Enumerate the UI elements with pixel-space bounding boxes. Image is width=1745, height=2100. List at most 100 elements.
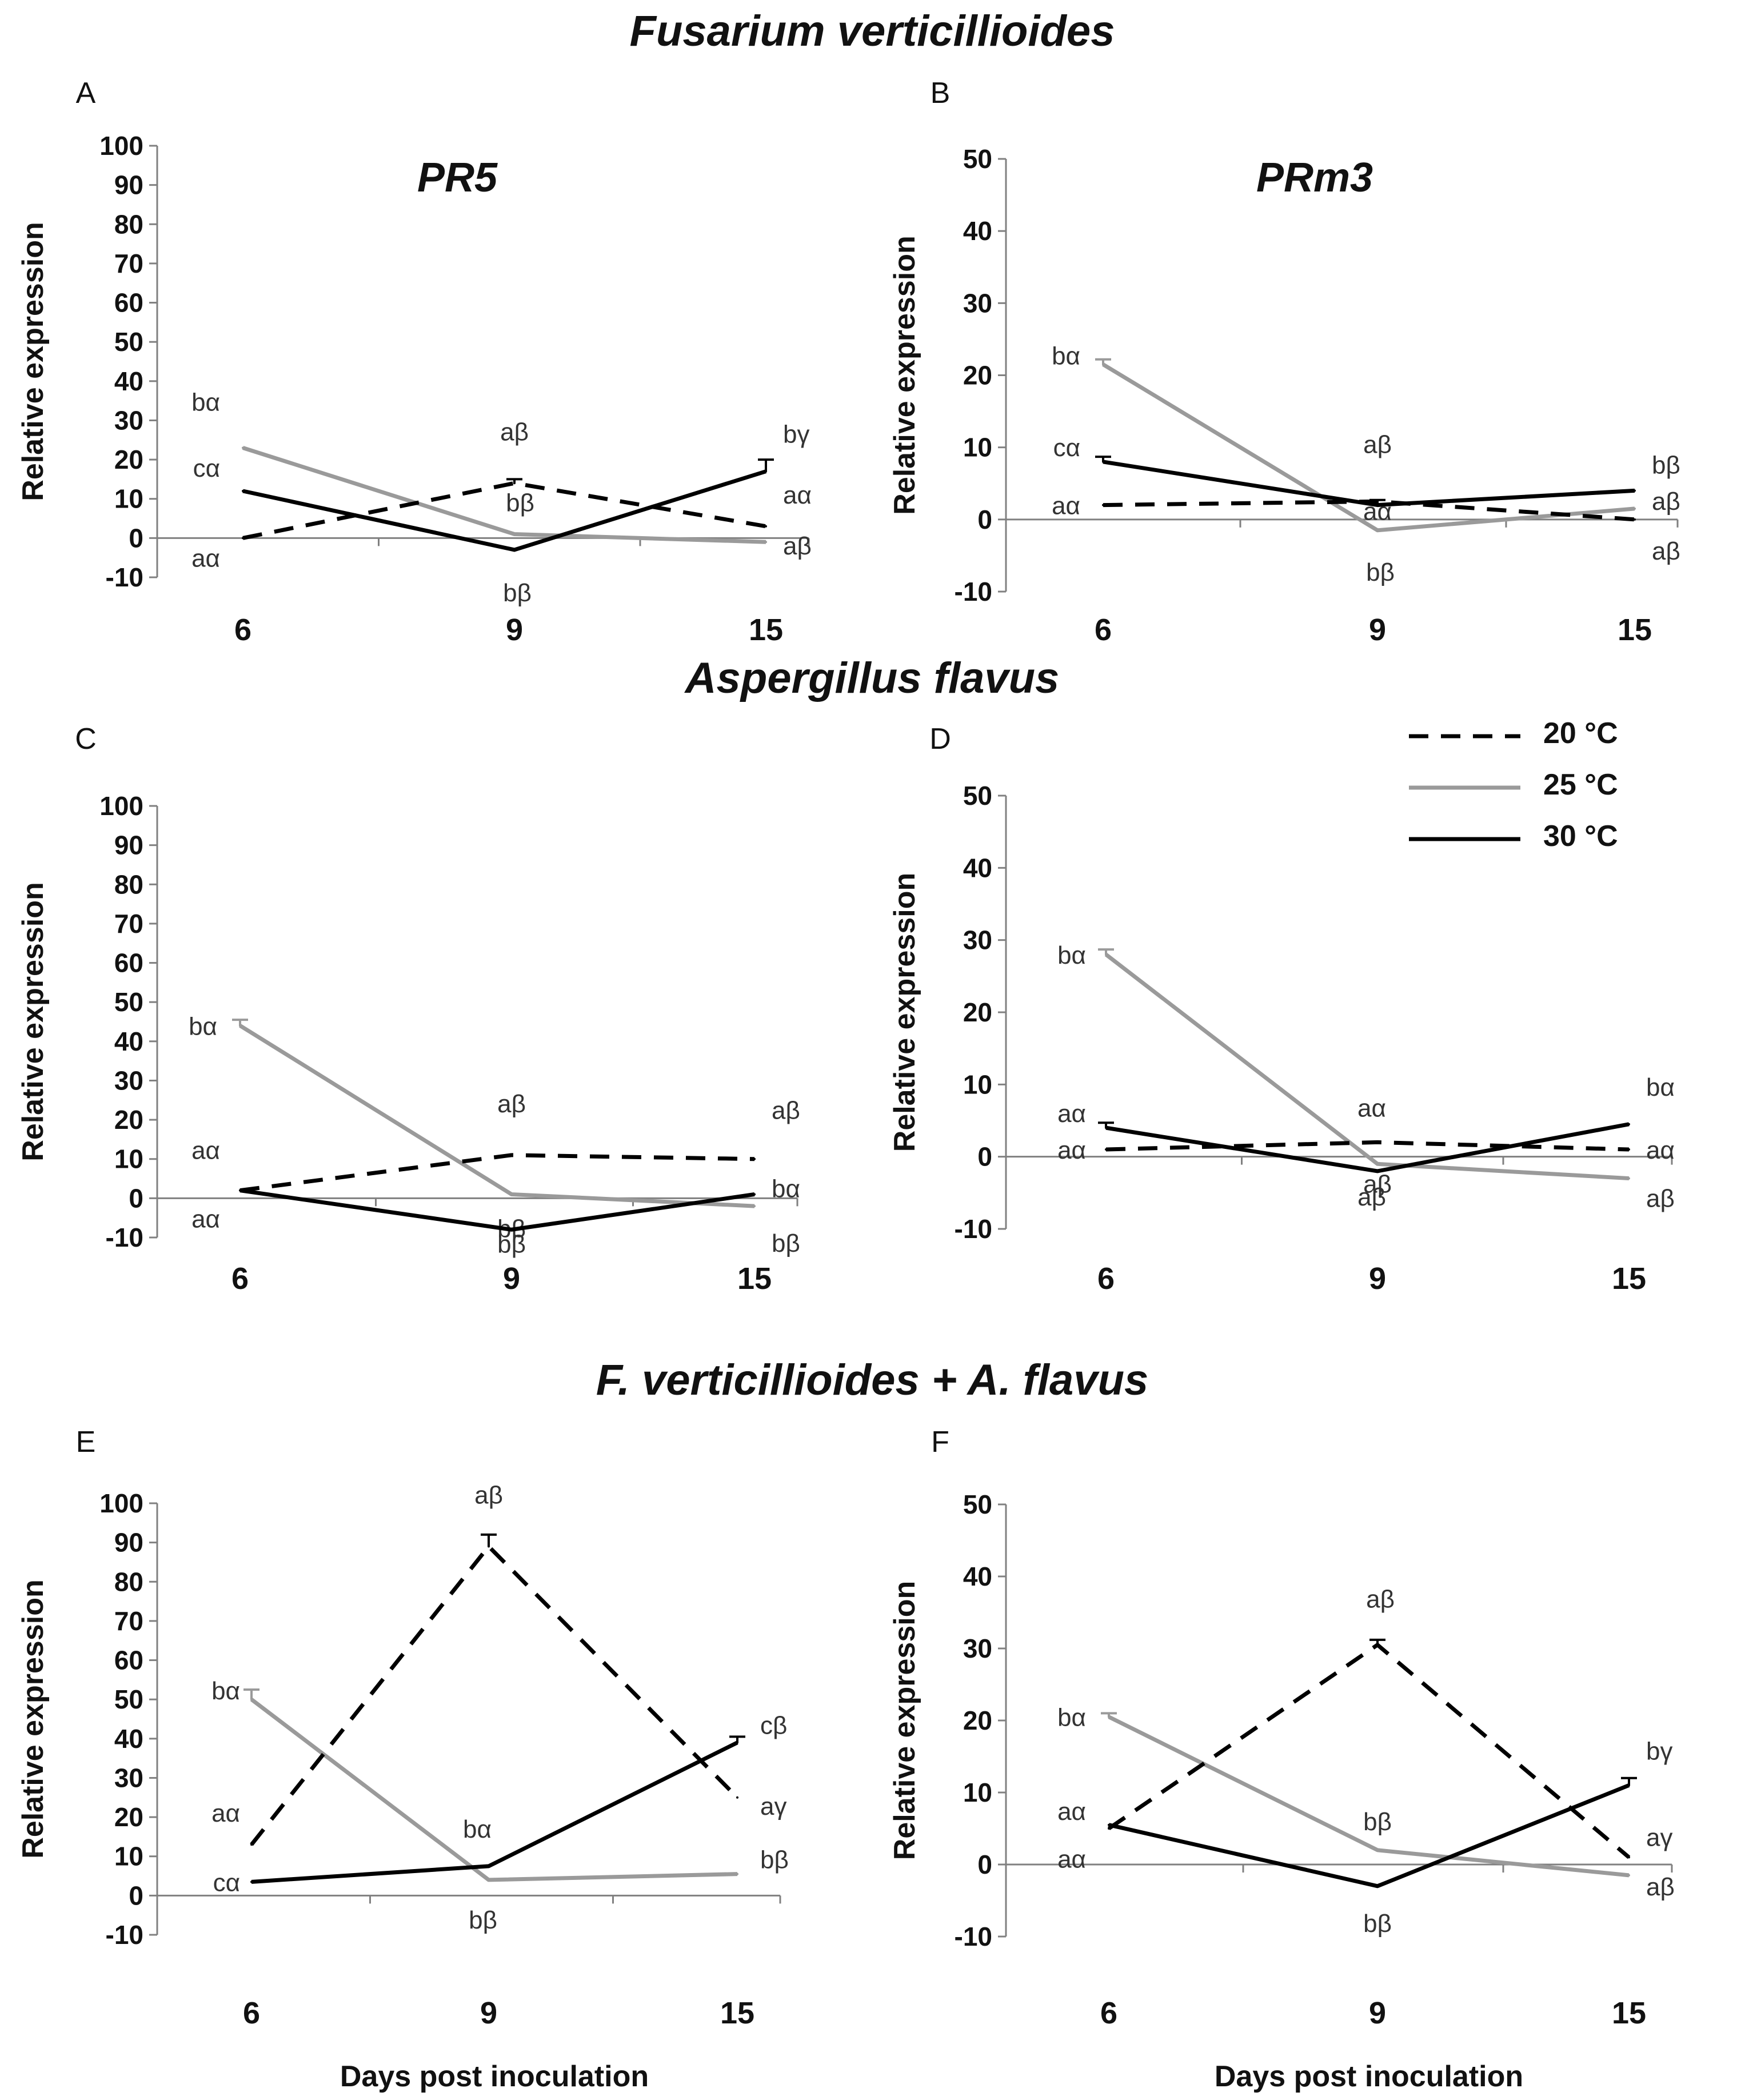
- legend-label: 30 °C: [1543, 820, 1618, 853]
- series-30C: cα bβ bγ: [193, 421, 810, 607]
- y-tick-label: 10: [963, 1069, 992, 1099]
- data-point: [1628, 1177, 1630, 1180]
- x-tick-label: 15: [737, 1261, 772, 1296]
- significance-label: cα: [213, 1869, 240, 1897]
- data-point: [250, 1881, 253, 1883]
- legend-label: 25 °C: [1543, 768, 1618, 801]
- significance-label: aβ: [1363, 430, 1392, 458]
- panel-A: A PR5 -10 0 10 20 30 40 50 60 70 80 90 100 6 9 15 Relativ…: [17, 77, 812, 647]
- significance-label: aα: [1646, 1136, 1675, 1164]
- x-tick-label: 6: [1095, 613, 1112, 647]
- significance-label: bβ: [1363, 1808, 1392, 1836]
- series-25C: bα bβ aβ: [1052, 342, 1680, 586]
- y-tick-label: 100: [99, 791, 143, 821]
- data-point: [1376, 1885, 1379, 1887]
- y-tick-label: 30: [963, 288, 992, 318]
- legend-label: 20 °C: [1543, 717, 1618, 750]
- significance-label: bβ: [1363, 1910, 1392, 1938]
- significance-label: bα: [191, 389, 220, 417]
- panel-letter: E: [76, 1426, 96, 1459]
- significance-label: aα: [211, 1799, 240, 1827]
- data-point: [239, 1024, 241, 1027]
- significance-label: aβ: [783, 532, 812, 560]
- y-tick-label: 90: [114, 170, 143, 200]
- significance-label: aβ: [1652, 537, 1680, 565]
- y-tick-label: 40: [963, 1562, 992, 1591]
- significance-label: bβ: [469, 1906, 497, 1934]
- series-line: [250, 1698, 738, 1882]
- y-tick-label: 0: [129, 523, 143, 553]
- significance-label: aα: [783, 481, 812, 509]
- y-axis-label: Relative expression: [17, 1579, 50, 1858]
- data-point: [753, 1157, 756, 1160]
- y-tick-label: 100: [99, 131, 143, 161]
- data-point: [239, 1189, 241, 1192]
- y-tick-label: 100: [99, 1488, 143, 1518]
- significance-label: bα: [772, 1175, 800, 1203]
- significance-label: bα: [1057, 1704, 1086, 1732]
- significance-label: bβ: [1366, 558, 1395, 586]
- x-tick-label: 6: [231, 1261, 249, 1296]
- significance-label: bα: [1057, 941, 1086, 969]
- y-tick-label: 0: [977, 1850, 992, 1879]
- section-title-fusarium: Fusarium verticillioides: [630, 7, 1115, 55]
- data-point: [1376, 1141, 1379, 1144]
- panel-title: PR5: [417, 155, 498, 201]
- y-tick-label: 50: [963, 781, 992, 811]
- data-point: [1634, 518, 1636, 521]
- y-tick-label: 80: [114, 869, 143, 899]
- y-tick-label: 40: [963, 853, 992, 883]
- data-point: [1628, 1784, 1630, 1787]
- significance-label: bα: [463, 1815, 492, 1843]
- x-tick-label: 15: [749, 613, 783, 647]
- y-tick-label: 40: [114, 1724, 143, 1754]
- panel-letter: F: [931, 1426, 949, 1459]
- y-tick-label: -10: [955, 1214, 992, 1244]
- panel-letter: D: [929, 722, 951, 756]
- y-tick-label: 40: [963, 216, 992, 246]
- y-tick-label: 40: [114, 366, 143, 396]
- data-point: [1105, 953, 1107, 956]
- data-point: [1376, 1169, 1379, 1172]
- series-line: [1108, 1715, 1630, 1878]
- x-tick-label: 9: [506, 613, 523, 647]
- data-point: [1634, 489, 1636, 492]
- significance-label: aα: [1057, 1846, 1086, 1874]
- significance-label: aβ: [1652, 488, 1680, 516]
- panel-B: B PRm3 -10 0 10 20 30 40 50 6 9 15 Relative expressi…: [888, 77, 1680, 647]
- series-25C: bα bβ aβ: [191, 389, 812, 561]
- y-tick-label: 10: [114, 1144, 143, 1174]
- y-tick-label: -10: [106, 1223, 143, 1252]
- panel-C: C -10 0 10 20 30 40 50 60 70 80 90 100 6 9 15 Relative e…: [17, 722, 800, 1296]
- significance-label: bβ: [772, 1229, 800, 1257]
- data-point: [1376, 529, 1379, 532]
- x-axis-label: Days post inoculation: [1215, 2060, 1523, 2093]
- panel-letter: B: [931, 77, 951, 110]
- x-tick-label: 15: [1612, 1996, 1646, 2030]
- significance-label: aα: [1057, 1136, 1086, 1164]
- significance-label: aα: [191, 1137, 220, 1165]
- significance-label: aγ: [760, 1792, 786, 1820]
- series-20C: aα aβ aγ: [211, 1482, 786, 1846]
- series-20C: aα aα aα: [1057, 1094, 1675, 1164]
- y-tick-label: 70: [114, 249, 143, 278]
- y-tick-label: 0: [129, 1183, 143, 1213]
- data-point: [736, 1873, 738, 1875]
- significance-label: aβ: [474, 1482, 503, 1510]
- x-tick-label: 9: [503, 1261, 520, 1296]
- data-point: [1634, 507, 1636, 510]
- significance-label: aβ: [1357, 1183, 1386, 1211]
- y-tick-label: 60: [114, 948, 143, 978]
- data-point: [1108, 1823, 1110, 1826]
- data-point: [1628, 1148, 1630, 1151]
- y-tick-label: 10: [963, 1778, 992, 1807]
- y-tick-label: 80: [114, 1567, 143, 1596]
- data-point: [513, 482, 516, 485]
- data-point: [736, 1741, 738, 1744]
- legend: 20 °C 25 °C 30 °C: [1409, 717, 1618, 853]
- significance-label: aα: [1057, 1798, 1086, 1826]
- significance-label: bα: [1646, 1073, 1675, 1101]
- section-title-aspergillus: Aspergillus flavus: [684, 654, 1060, 702]
- panel-letter: A: [76, 77, 96, 110]
- x-tick-label: 9: [480, 1996, 497, 2030]
